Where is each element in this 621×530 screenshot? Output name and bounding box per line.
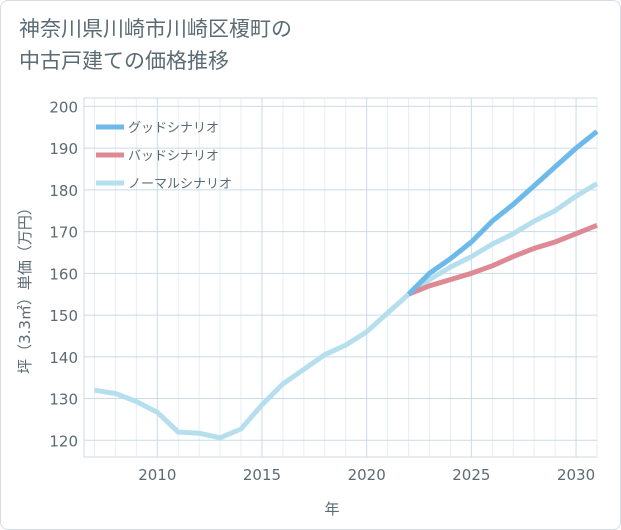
grid	[83, 97, 598, 458]
y-tick-label: 130	[49, 391, 78, 409]
y-axis-label: 坪（3.3㎡）単価（万円）	[16, 200, 34, 374]
x-tick-label: 2025	[452, 466, 490, 484]
y-tick-label: 180	[49, 182, 78, 200]
legend-label: グッドシナリオ	[128, 121, 219, 136]
x-tick-label: 2010	[138, 466, 176, 484]
series-line	[407, 222, 598, 297]
legend-label: ノーマルシナリオ	[128, 177, 232, 192]
series-line	[94, 181, 599, 441]
x-tick-label: 2015	[243, 466, 281, 484]
chart-title-line-1: 神奈川県川崎市川崎区榎町の	[19, 17, 292, 41]
y-tick-label: 200	[49, 98, 78, 116]
chart-title-line-2: 中古戸建ての価格推移	[19, 49, 229, 73]
tick-labels: 2010 2015 2020 2025 2030 120 130 140 150 160 170 18…	[49, 98, 595, 484]
x-axis-label: 年	[324, 500, 339, 518]
y-tick-label: 160	[49, 265, 78, 283]
y-tick-label: 140	[49, 349, 78, 367]
y-tick-label: 120	[49, 432, 78, 450]
y-tick-label: 170	[49, 224, 78, 242]
x-tick-label: 2020	[348, 466, 386, 484]
x-tick-label: 2030	[557, 466, 595, 484]
series-lines	[94, 129, 599, 441]
chart-title: 神奈川県川崎市川崎区榎町の 中古戸建ての価格推移	[19, 13, 292, 77]
y-tick-label: 190	[49, 140, 78, 158]
legend-label: バッドシナリオ	[128, 149, 219, 164]
y-tick-label: 150	[49, 307, 78, 325]
series-line	[406, 129, 599, 296]
